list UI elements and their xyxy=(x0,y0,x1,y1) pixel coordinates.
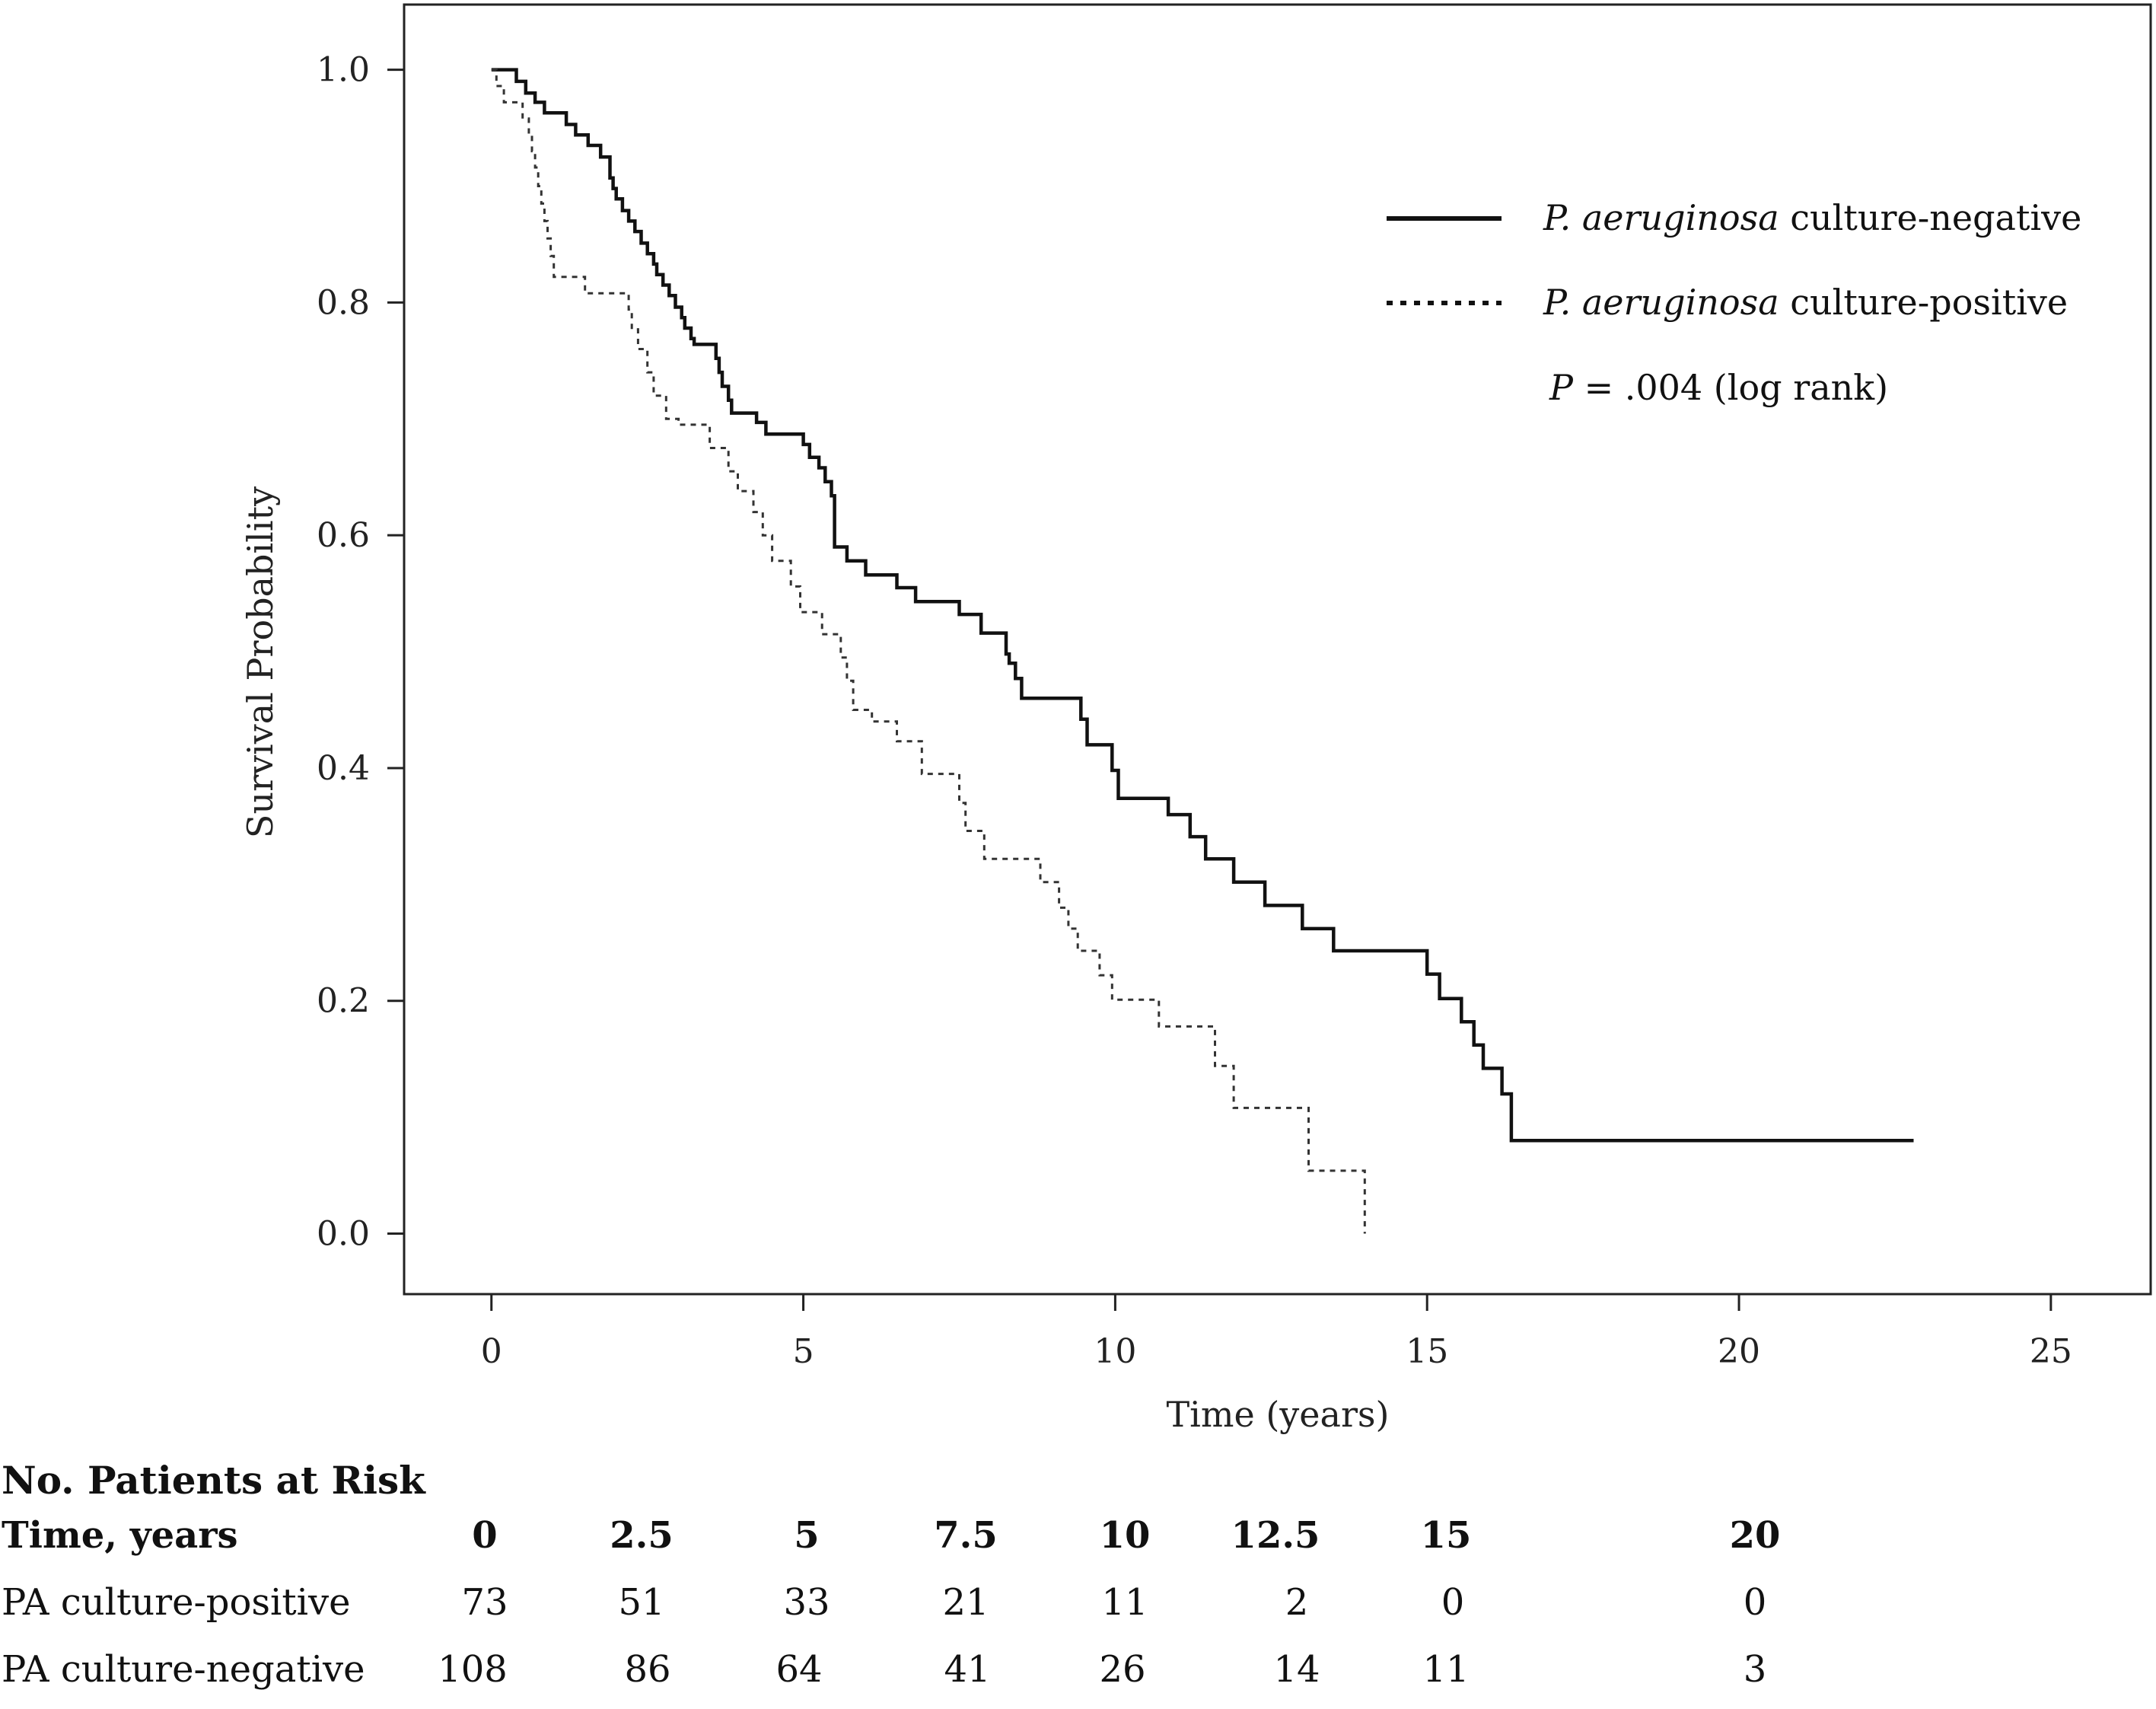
row-label-negative: PA culture-negative xyxy=(2,1648,365,1691)
x-tick-label: 0 xyxy=(481,1332,502,1371)
y-tick-label: 0.8 xyxy=(317,283,370,322)
risk-table-title: No. Patients at Risk xyxy=(2,1458,425,1503)
axes: 0 5 10 15 20 25 1.0 0.8 0.6 0.4 0.2 0.0 xyxy=(317,51,2072,1371)
risk-row-negative: PA culture-negative 108 86 64 41 26 14 1… xyxy=(0,1648,2156,1709)
x-tick-label: 5 xyxy=(793,1332,814,1371)
logrank-annotation: P = .004 (log rank) xyxy=(1549,367,1888,408)
time-point: 0 xyxy=(472,1514,498,1557)
time-point: 7.5 xyxy=(934,1514,998,1557)
y-axis-title: Survival Probability xyxy=(240,486,281,838)
legend: P. aeruginosa culture-negative P. aerugi… xyxy=(1387,197,2081,408)
risk-count: 108 xyxy=(438,1648,508,1691)
series-layer xyxy=(491,68,1914,1234)
y-tick-label: 0.4 xyxy=(317,749,370,788)
risk-count: 14 xyxy=(1273,1648,1320,1691)
risk-count: 11 xyxy=(1422,1648,1470,1691)
risk-count: 2 xyxy=(1285,1581,1309,1624)
risk-count: 0 xyxy=(1441,1581,1465,1624)
risk-count: 41 xyxy=(944,1648,991,1691)
time-point: 12.5 xyxy=(1231,1514,1320,1557)
risk-row-positive: PA culture-positive 73 51 33 21 11 2 0 0 xyxy=(0,1581,2156,1642)
km-survival-chart: 0 5 10 15 20 25 1.0 0.8 0.6 0.4 0.2 0.0 Time (years… xyxy=(240,3,2152,1435)
risk-header-label: Time, years xyxy=(2,1514,238,1557)
x-axis-title: Time (years) xyxy=(1167,1394,1390,1435)
risk-count: 0 xyxy=(1743,1581,1767,1624)
risk-count: 73 xyxy=(461,1581,508,1624)
series-line-culture-negative xyxy=(491,68,1914,1143)
x-tick-label: 15 xyxy=(1406,1332,1448,1371)
risk-count: 11 xyxy=(1101,1581,1148,1624)
x-tick-label: 20 xyxy=(1718,1332,1760,1371)
x-tick-label: 10 xyxy=(1094,1332,1136,1371)
risk-count: 86 xyxy=(624,1648,671,1691)
y-tick-label: 1.0 xyxy=(317,51,370,90)
series-line-culture-positive xyxy=(491,69,1366,1234)
x-tick-label: 25 xyxy=(2030,1332,2072,1371)
legend-label-negative: P. aeruginosa culture-negative xyxy=(1543,197,2081,238)
y-tick-label: 0.2 xyxy=(317,982,370,1021)
risk-count: 33 xyxy=(783,1581,830,1624)
y-tick-label: 0.0 xyxy=(317,1214,370,1253)
row-label-positive: PA culture-positive xyxy=(2,1581,351,1624)
risk-table: No. Patients at Risk Time, years 0 2.5 5… xyxy=(0,1458,2156,1691)
risk-title-row: No. Patients at Risk xyxy=(0,1458,2156,1519)
risk-count: 51 xyxy=(618,1581,665,1624)
legend-label-positive: P. aeruginosa culture-positive xyxy=(1543,282,2068,323)
time-point: 20 xyxy=(1729,1514,1781,1557)
time-point: 15 xyxy=(1420,1514,1472,1557)
time-point: 2.5 xyxy=(610,1514,674,1557)
time-point: 5 xyxy=(794,1514,820,1557)
risk-count: 3 xyxy=(1743,1648,1767,1691)
y-tick-label: 0.6 xyxy=(317,516,370,555)
risk-header-row: Time, years 0 2.5 5 7.5 10 12.5 15 20 xyxy=(0,1514,2156,1575)
risk-count: 26 xyxy=(1099,1648,1146,1691)
risk-count: 64 xyxy=(775,1648,823,1691)
plot-frame xyxy=(403,3,2152,1296)
time-point: 10 xyxy=(1099,1514,1151,1557)
risk-count: 21 xyxy=(942,1581,989,1624)
